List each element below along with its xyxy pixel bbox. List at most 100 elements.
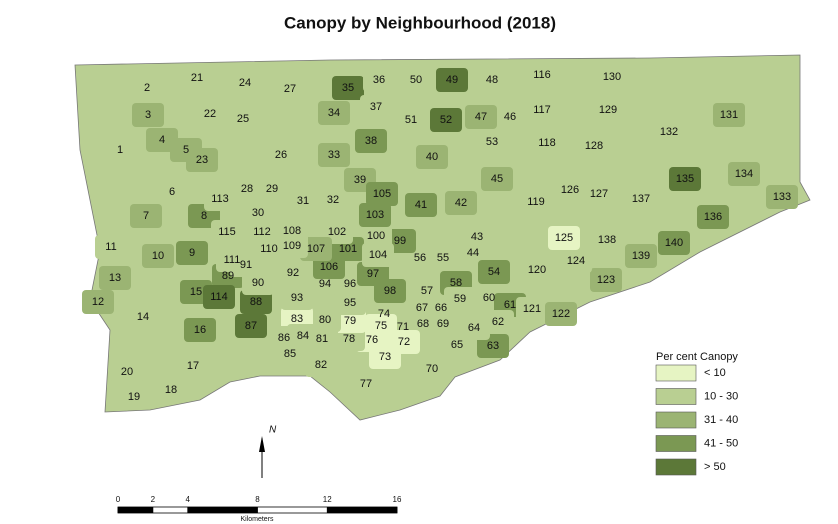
neighbourhood-label: 42 (455, 197, 467, 209)
neighbourhood-label: 134 (735, 168, 753, 180)
neighbourhood-label: 72 (398, 336, 410, 348)
neighbourhood (697, 205, 729, 229)
neighbourhood-label: 83 (291, 313, 303, 325)
neighbourhood-label: 106 (320, 261, 338, 273)
neighbourhood-label: 126 (561, 184, 579, 196)
neighbourhood-label: 1 (117, 144, 123, 156)
neighbourhood-label: 78 (343, 333, 355, 345)
neighbourhood (578, 134, 610, 158)
neighbourhood-label: 98 (384, 285, 396, 297)
neighbourhood (516, 297, 548, 321)
neighbourhood-label: 84 (297, 330, 309, 342)
neighbourhood-label: 123 (597, 274, 615, 286)
neighbourhood (416, 145, 448, 169)
neighbourhood-label: 7 (143, 210, 149, 222)
neighbourhood-label: 91 (240, 259, 252, 271)
neighbourhood (181, 66, 213, 90)
neighbourhood (229, 71, 261, 95)
scale-tick-label: 16 (393, 495, 402, 504)
scale-tick-label: 0 (116, 495, 121, 504)
legend-swatch (655, 458, 697, 476)
neighbourhood (246, 220, 278, 244)
scale-segment (327, 507, 397, 513)
scale-tick-label: 4 (186, 495, 191, 504)
neighbourhood (560, 249, 592, 273)
neighbourhood-label: 111 (224, 254, 241, 266)
neighbourhood (305, 353, 337, 377)
neighbourhood-label: 121 (523, 303, 541, 315)
neighbourhood-label: 37 (370, 101, 382, 113)
neighbourhood (231, 177, 263, 201)
neighbourhood (350, 372, 382, 396)
neighbourhood-label: 90 (252, 277, 264, 289)
neighbourhood-label: 132 (660, 126, 678, 138)
neighbourhood-label: 53 (486, 136, 498, 148)
neighbourhood (583, 182, 615, 206)
neighbourhood-label: 103 (366, 209, 384, 221)
neighbourhood (494, 105, 526, 129)
neighbourhood-label: 8 (201, 210, 207, 222)
legend-title: Per cent Canopy (656, 351, 738, 363)
neighbourhood (235, 314, 267, 338)
neighbourhood-label: 113 (211, 193, 229, 205)
neighbourhood-label: 108 (283, 225, 301, 237)
neighbourhood (240, 290, 272, 314)
legend-swatch (655, 364, 697, 382)
scale-tick-label: 2 (151, 495, 156, 504)
neighbourhood-label: 133 (773, 191, 791, 203)
neighbourhood-label: 67 (416, 302, 428, 314)
neighbourhood (211, 220, 243, 244)
neighbourhood-label: 87 (245, 320, 257, 332)
scale-unit: Kilometers (240, 516, 274, 523)
neighbourhood-label: 28 (241, 183, 253, 195)
neighbourhood-label: 43 (471, 231, 483, 243)
neighbourhood (362, 243, 394, 267)
neighbourhood (476, 68, 508, 92)
neighbourhood-label: 101 (339, 243, 357, 255)
neighbourhood (728, 162, 760, 186)
neighbourhood-label: 104 (369, 249, 387, 261)
neighbourhood-label: 47 (475, 111, 487, 123)
neighbourhood (359, 203, 391, 227)
neighbourhood (142, 244, 174, 268)
neighbourhood (436, 68, 468, 92)
neighbourhood (476, 130, 508, 154)
legend-swatch (655, 388, 697, 405)
neighbourhood-label: 81 (316, 333, 328, 345)
map-title: Canopy by Neighbourhood (2018) (284, 13, 556, 32)
neighbourhood (82, 290, 114, 314)
neighbourhood-label: 105 (373, 188, 391, 200)
neighbourhood (184, 318, 216, 342)
legend: < 10 10 - 30 31 - 40 41 - 50 > 50 (655, 364, 738, 476)
neighbourhood (481, 167, 513, 191)
neighbourhood (127, 305, 159, 329)
neighbourhood-label: 60 (483, 292, 495, 304)
neighbourhood-label: 135 (676, 173, 694, 185)
north-arrow-head (259, 436, 265, 452)
neighbourhood-label: 77 (360, 378, 372, 390)
neighbourhood-label: 140 (665, 237, 683, 249)
neighbourhood (478, 260, 510, 284)
neighbourhood-label: 49 (446, 74, 458, 86)
neighbourhood-label: 39 (354, 174, 366, 186)
neighbourhood (554, 178, 586, 202)
neighbourhood-label: 131 (720, 109, 738, 121)
neighbourhood-label: 57 (421, 285, 433, 297)
neighbourhood (155, 378, 187, 402)
neighbourhood (274, 77, 306, 101)
neighbourhood-label: 63 (487, 340, 499, 352)
neighbourhood-label: 69 (437, 318, 449, 330)
neighbourhood (658, 231, 690, 255)
neighbourhood (242, 201, 274, 225)
neighbourhood (268, 326, 300, 350)
neighbourhood-label: 95 (344, 297, 356, 309)
neighbourhood-label: 9 (189, 247, 195, 259)
neighbourhood-label: 32 (327, 194, 339, 206)
neighbourhood-label: 71 (397, 321, 409, 333)
neighbourhood (256, 177, 288, 201)
neighbourhood (216, 248, 248, 272)
neighbourhood-label: 14 (137, 311, 149, 323)
neighbourhood (360, 224, 392, 248)
neighbourhood (130, 204, 162, 228)
